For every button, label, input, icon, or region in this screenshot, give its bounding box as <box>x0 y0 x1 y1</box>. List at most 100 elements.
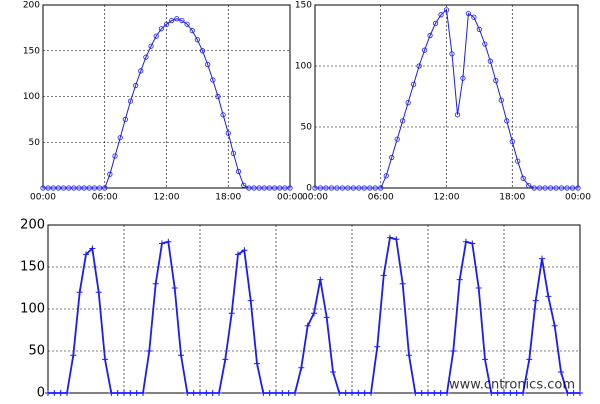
data-point <box>228 310 235 317</box>
data-point <box>542 185 548 191</box>
data-point <box>345 185 351 191</box>
data-point <box>138 68 144 74</box>
data-point <box>51 390 58 396</box>
data-point <box>342 390 349 396</box>
data-point <box>349 390 355 396</box>
data-point <box>393 236 400 243</box>
data-point <box>127 390 134 396</box>
data-point <box>553 185 559 191</box>
data-point <box>55 185 62 191</box>
data-point <box>507 390 514 396</box>
data-point <box>501 390 507 396</box>
y-tick-label: 50 <box>28 344 45 359</box>
y-tick-label: 100 <box>20 302 45 317</box>
subplot: 50 100 150 200 00:00 06:00 12:00 18:00 00:00 <box>23 1 303 203</box>
data-point <box>493 78 499 84</box>
data-point <box>50 185 56 191</box>
watermark: www.cntronics.com <box>449 378 575 393</box>
data-point <box>389 154 395 161</box>
data-point <box>71 185 77 191</box>
data-point <box>406 352 412 359</box>
data-point <box>368 390 374 396</box>
data-point <box>64 390 70 396</box>
data-point <box>121 390 127 396</box>
data-point <box>83 251 89 258</box>
data-point <box>153 33 159 39</box>
data-point <box>220 112 226 118</box>
data-point <box>251 185 257 191</box>
data-point <box>76 289 83 296</box>
data-point <box>76 185 82 191</box>
data-point <box>334 185 340 191</box>
data-point <box>143 54 149 60</box>
data-point <box>438 12 444 18</box>
data-point <box>102 356 108 363</box>
x-tick-label: 00:00 <box>30 193 56 203</box>
data-point <box>569 185 576 191</box>
data-point <box>558 369 564 375</box>
data-point <box>450 348 457 354</box>
data-point <box>203 390 210 396</box>
y-tick-label: 100 <box>295 62 312 72</box>
subplot: 0 50 100 150 200 www.cntronics.com <box>20 218 583 401</box>
data-point <box>205 61 211 68</box>
data-point <box>102 185 108 191</box>
data-point <box>292 390 298 396</box>
x-tick-label: 12:00 <box>434 193 460 203</box>
data-point <box>356 185 362 191</box>
data-point <box>235 251 241 258</box>
data-point <box>456 276 463 283</box>
data-point <box>465 10 472 17</box>
data-point <box>469 240 476 247</box>
data-point <box>216 390 222 396</box>
data-point <box>184 390 191 396</box>
data-point <box>383 173 389 179</box>
data-point <box>400 118 406 124</box>
data-point <box>520 390 526 396</box>
data-point <box>107 171 113 177</box>
data-point <box>215 93 221 100</box>
y-tick-label: 200 <box>20 218 45 233</box>
data-point <box>254 360 260 367</box>
data-point <box>152 280 159 287</box>
x-tick-label: 06:00 <box>92 193 118 203</box>
data-point <box>298 364 305 371</box>
data-point <box>551 322 558 329</box>
x-tick-label: 06:00 <box>368 193 394 203</box>
data-line <box>315 8 578 189</box>
data-point <box>171 285 178 291</box>
data-point <box>367 185 373 191</box>
data-point <box>194 37 200 43</box>
data-point <box>199 48 206 54</box>
x-tick-label: 00:00 <box>277 193 303 203</box>
data-point <box>526 182 532 189</box>
y-tick-label: 150 <box>20 260 45 275</box>
data-point <box>558 185 565 191</box>
data-point <box>260 390 267 396</box>
data-point <box>361 185 367 191</box>
data-point <box>471 14 477 20</box>
data-point <box>482 356 488 363</box>
data-point <box>482 41 488 47</box>
data-point <box>312 185 318 191</box>
data-point <box>374 343 381 350</box>
y-tick-label: 150 <box>23 46 40 56</box>
x-tick-label: 18:00 <box>499 193 525 203</box>
data-point <box>40 185 46 191</box>
data-point <box>117 135 123 141</box>
data-point <box>57 390 64 396</box>
data-point <box>575 185 581 191</box>
data-point <box>311 310 317 317</box>
data-point <box>230 150 236 156</box>
data-point <box>197 390 203 396</box>
data-point <box>169 17 175 24</box>
y-tick-label: 50 <box>301 123 313 133</box>
data-point <box>412 390 419 396</box>
data-point <box>222 356 229 363</box>
data-point <box>460 75 466 81</box>
data-point <box>247 297 254 304</box>
data-point <box>108 390 115 396</box>
data-point <box>122 116 128 122</box>
data-point <box>564 185 570 191</box>
data-point <box>66 185 72 191</box>
